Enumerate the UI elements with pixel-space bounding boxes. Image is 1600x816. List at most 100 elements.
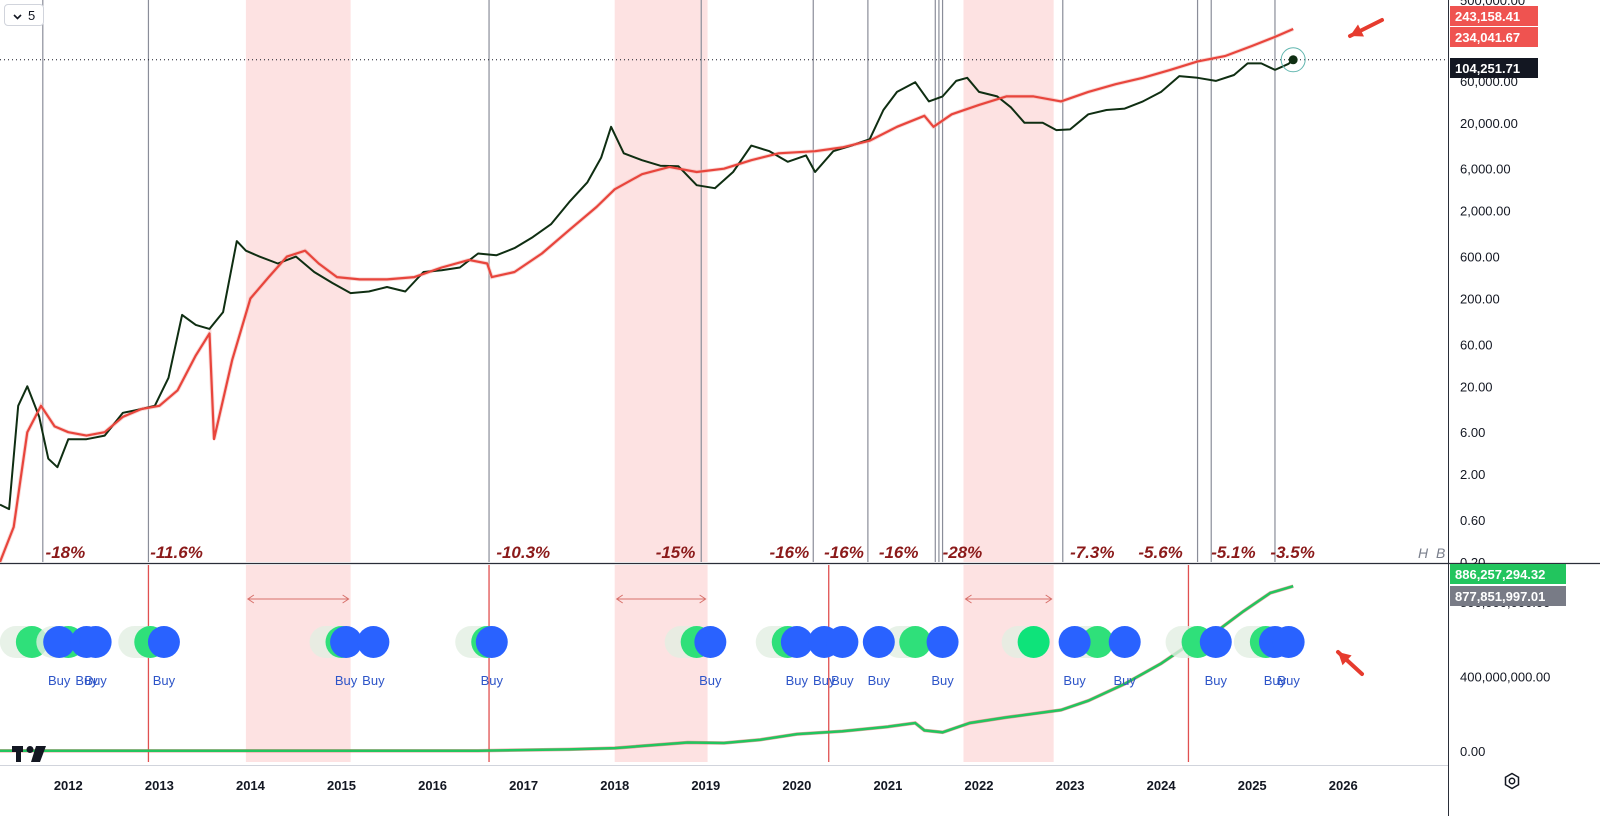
sub-price-tag-label: 886,257,294.32 <box>1455 567 1545 582</box>
drawdown-label: -16% <box>824 543 864 562</box>
buy-signal-dot <box>1108 626 1141 658</box>
buy-signal-label: Buy <box>931 673 954 688</box>
buy-signal-dot <box>826 626 859 658</box>
drawdown-label: -11.6% <box>150 543 203 562</box>
buy-signal-label: Buy <box>868 673 891 688</box>
buy-signal-dot <box>1199 626 1232 658</box>
price-tag-label: 104,251.71 <box>1455 61 1520 76</box>
drawdown-label: -3.5% <box>1270 543 1314 562</box>
y-tick-label: 2.00 <box>1460 467 1485 482</box>
buy-signal-dot <box>330 626 363 658</box>
sub-y-tick-label: 0.00 <box>1460 744 1485 759</box>
y-tick-label: 2,000.00 <box>1460 204 1511 219</box>
x-tick-label: 2014 <box>236 778 266 793</box>
range-arrow-head <box>699 594 707 604</box>
x-tick-label: 2017 <box>509 778 538 793</box>
watermark-label: H B <box>1418 545 1447 561</box>
buy-signal-label: Buy <box>1205 673 1228 688</box>
green-signal <box>899 626 932 658</box>
drawdown-label: -5.1% <box>1211 543 1255 562</box>
drawdown-label: -28% <box>943 543 983 562</box>
buy-signal-dot <box>694 626 727 658</box>
x-tick-label: 2020 <box>782 778 811 793</box>
x-tick-label: 2022 <box>965 778 994 793</box>
y-tick-label: 60.00 <box>1460 337 1493 352</box>
sub-price-tag <box>1450 586 1566 606</box>
buy-signal-dot <box>862 626 895 658</box>
price-tag-label: 243,158.41 <box>1455 9 1520 24</box>
drawdown-label: -5.6% <box>1138 543 1182 562</box>
y-tick-label: 20,000.00 <box>1460 116 1518 131</box>
range-arrow-head <box>1045 594 1053 604</box>
tradingview-logo-icon <box>12 746 46 762</box>
bear-region-sub <box>963 565 1054 762</box>
x-tick-label: 2025 <box>1238 778 1267 793</box>
buy-signal-dot <box>780 626 813 658</box>
buy-signal-label: Buy <box>84 673 107 688</box>
buy-signal-label: Buy <box>1277 673 1300 688</box>
x-tick-label: 2024 <box>1147 778 1177 793</box>
price-tag <box>1450 27 1538 47</box>
bear-region-sub <box>614 565 708 762</box>
y-tick-label: 20.00 <box>1460 379 1493 394</box>
buy-signal-dot <box>79 626 112 658</box>
bear-region <box>245 0 351 562</box>
buy-signal-label: Buy <box>481 673 504 688</box>
price-tag-label: 234,041.67 <box>1455 30 1520 45</box>
buy-signal-label: Buy <box>831 673 854 688</box>
sub-y-tick-label: 400,000,000.00 <box>1460 670 1550 685</box>
price-series-line <box>0 59 1294 511</box>
buy-signal-label: Buy <box>48 673 71 688</box>
x-tick-label: 2023 <box>1056 778 1085 793</box>
range-arrow-head <box>964 594 972 604</box>
drawdown-label: -16% <box>879 543 919 562</box>
buy-signal-label: Buy <box>1264 673 1287 688</box>
range-arrow-head <box>246 594 255 604</box>
annotation-arrow-bottom-head <box>1338 652 1352 666</box>
buy-signal-dot <box>147 626 180 658</box>
y-tick-label: 200.00 <box>1460 291 1500 306</box>
last-price-ring <box>1280 47 1306 73</box>
sub-price-tag-label: 877,851,997.01 <box>1455 589 1545 604</box>
x-tick-label: 2018 <box>600 778 629 793</box>
bear-region <box>614 0 708 562</box>
sub-price-tag <box>1450 564 1566 584</box>
buy-signal-label: Buy <box>699 673 722 688</box>
model-series-line <box>0 27 1294 563</box>
buy-signal-dot <box>357 626 390 658</box>
y-tick-label: 0.60 <box>1460 513 1485 528</box>
green-signal <box>1081 626 1114 658</box>
y-tick-label: 6,000.00 <box>1460 162 1511 177</box>
range-arrow-head <box>615 594 623 604</box>
y-tick-label: 600.00 <box>1460 250 1500 265</box>
x-tick-label: 2026 <box>1329 778 1358 793</box>
chevron-down-icon <box>13 8 22 23</box>
buy-signal-dot <box>475 626 508 658</box>
interval-button[interactable]: 5 <box>4 4 45 26</box>
buy-signal-label: Buy <box>362 673 385 688</box>
buy-signal-label: Buy <box>75 673 98 688</box>
gear-icon <box>1503 772 1521 795</box>
buy-signal-dot <box>1058 626 1091 658</box>
x-tick-label: 2013 <box>145 778 174 793</box>
buy-signal-label: Buy <box>335 673 358 688</box>
green-signal <box>1017 626 1050 658</box>
x-tick-label: 2015 <box>327 778 356 793</box>
buy-signal-label: Buy <box>786 673 809 688</box>
buy-signal-label: Buy <box>153 673 176 688</box>
buy-signal-label: Buy <box>1114 673 1137 688</box>
x-tick-label: 2016 <box>418 778 447 793</box>
price-tag <box>1450 6 1538 26</box>
buy-signal-dot <box>43 626 76 658</box>
drawdown-label: -15% <box>656 543 696 562</box>
x-tick-label: 2012 <box>54 778 83 793</box>
settings-button[interactable] <box>1500 771 1524 795</box>
buy-signal-label: Buy <box>1063 673 1086 688</box>
drawdown-label: -16% <box>770 543 810 562</box>
range-arrow-head <box>342 594 350 604</box>
last-price-dot <box>1288 55 1298 65</box>
buy-signal-dot <box>926 626 959 658</box>
buy-signal-label: Buy <box>813 673 836 688</box>
drawdown-label: -18% <box>46 543 86 562</box>
